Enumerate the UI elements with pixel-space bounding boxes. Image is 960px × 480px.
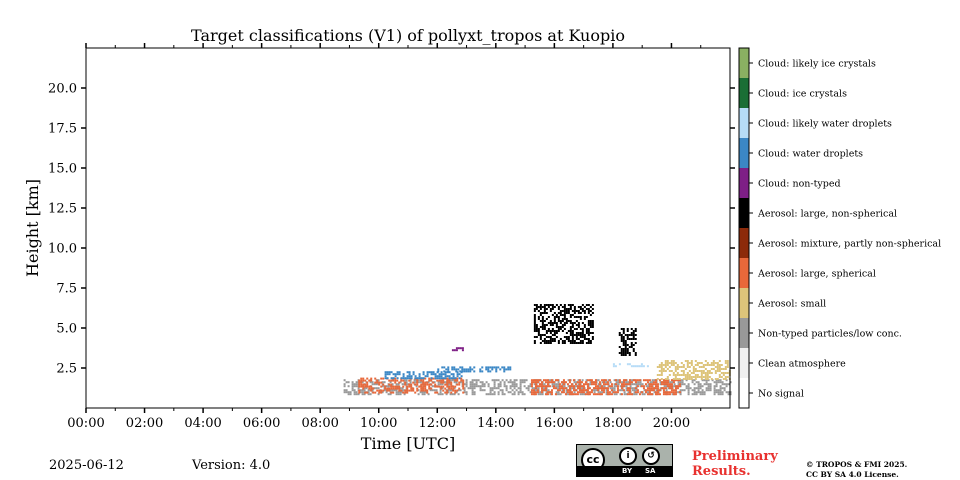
legend-swatch [739, 348, 749, 378]
legend-label: Cloud: likely ice crystals [758, 59, 876, 70]
x-tick-label: 02:00 [126, 416, 163, 431]
y-tick-label: 7.5 [56, 282, 77, 297]
legend-swatch [739, 258, 749, 288]
attribution-icon: i [619, 447, 637, 465]
legend-label: Cloud: water droplets [758, 149, 863, 160]
x-tick-label: 16:00 [536, 416, 573, 431]
legend-swatch [739, 318, 749, 348]
x-tick-label: 18:00 [594, 416, 631, 431]
legend-swatch [739, 138, 749, 168]
version-label: Version: 4.0 [192, 458, 271, 473]
x-tick-label: 00:00 [67, 416, 104, 431]
class-region [358, 377, 465, 394]
class-region [437, 366, 512, 373]
legend-label: Cloud: likely water droplets [758, 119, 892, 130]
copyright-line1: © TROPOS & FMI 2025. [806, 460, 908, 469]
y-tick-label: 15.0 [48, 162, 77, 177]
y-tick-label: 20.0 [48, 82, 77, 97]
legend-swatch [739, 108, 749, 138]
y-axis-label: Height [km] [23, 179, 42, 277]
y-tick-label: 5.0 [56, 322, 77, 337]
cc-sa-label: SA [645, 467, 656, 475]
x-tick-label: 10:00 [360, 416, 397, 431]
class-region [384, 371, 463, 380]
class-region [530, 379, 681, 396]
y-tick-label: 2.5 [56, 362, 77, 377]
legend-label: Non-typed particles/low conc. [758, 329, 902, 340]
date-label: 2025-06-12 [49, 458, 124, 473]
legend-swatch [739, 78, 749, 108]
legend-label: No signal [758, 389, 804, 400]
class-region [533, 304, 594, 344]
share-alike-icon: ↺ [642, 447, 660, 465]
x-axis-label: Time [UTC] [361, 434, 455, 453]
y-tick-label: 10.0 [48, 242, 77, 257]
legend-label: Aerosol: small [757, 299, 826, 310]
cc-by-label: BY [622, 467, 633, 475]
preliminary-line2: Results. [692, 464, 751, 479]
class-region [656, 360, 731, 380]
copyright-line2: CC BY SA 4.0 License. [806, 470, 899, 479]
preliminary-line1: Preliminary [692, 449, 778, 464]
legend-label: Cloud: non-typed [758, 179, 841, 190]
legend-swatch [739, 378, 749, 408]
legend-frame [738, 47, 750, 409]
x-tick-label: 06:00 [243, 416, 280, 431]
class-region [612, 363, 649, 368]
plot-area [86, 48, 730, 408]
copyright-notice: © TROPOS & FMI 2025. CC BY SA 4.0 Licens… [806, 460, 907, 480]
legend-label: Aerosol: mixture, partly non-spherical [757, 239, 941, 250]
y-tick-label: 17.5 [48, 122, 77, 137]
cc-license-badge: cc i ↺ BY SA [576, 444, 673, 477]
chart-title: Target classifications (V1) of pollyxt_t… [191, 26, 625, 45]
legend-swatch [739, 198, 749, 228]
legend-swatch [739, 288, 749, 318]
legend-label: Aerosol: large, non-spherical [757, 209, 897, 220]
legend-swatch [739, 228, 749, 258]
x-tick-label: 04:00 [184, 416, 221, 431]
preliminary-notice: Preliminary Results. [692, 449, 778, 479]
legend-label: Clean atmosphere [758, 359, 846, 370]
class-region [451, 347, 464, 352]
class-region [618, 328, 637, 356]
x-tick-label: 20:00 [653, 416, 690, 431]
y-tick-label: 12.5 [48, 202, 77, 217]
legend-swatch [739, 168, 749, 198]
legend-swatch [739, 48, 749, 78]
x-tick-label: 08:00 [301, 416, 338, 431]
x-tick-label: 12:00 [419, 416, 456, 431]
x-tick-label: 14:00 [477, 416, 514, 431]
legend-label: Cloud: ice crystals [758, 89, 847, 100]
legend-label: Aerosol: large, spherical [757, 269, 876, 280]
